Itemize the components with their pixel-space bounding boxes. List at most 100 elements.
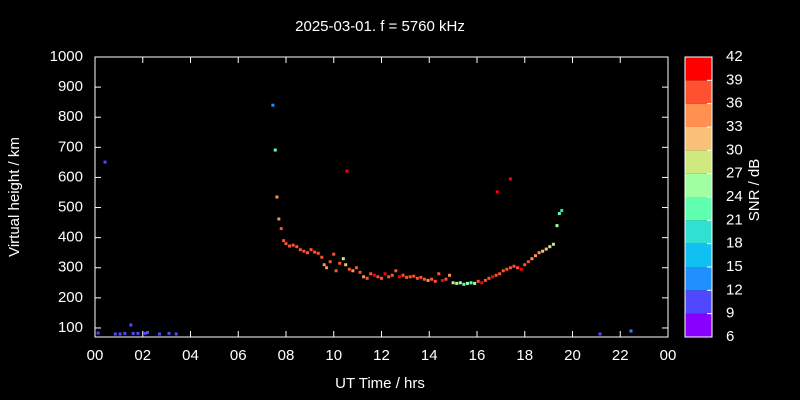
data-point bbox=[394, 269, 398, 273]
x-tick-label: 10 bbox=[325, 347, 342, 364]
data-point bbox=[401, 273, 405, 277]
data-point bbox=[344, 263, 348, 267]
data-point bbox=[501, 269, 505, 273]
y-tick-label: 500 bbox=[58, 199, 83, 216]
data-point bbox=[313, 250, 317, 254]
colorbar-tick-label: 36 bbox=[726, 95, 743, 112]
colorbar-tick-label: 39 bbox=[726, 71, 743, 88]
data-point bbox=[372, 273, 376, 277]
data-point bbox=[146, 330, 150, 334]
data-point bbox=[495, 190, 499, 194]
colorbar-tick-label: 15 bbox=[726, 258, 743, 275]
data-point bbox=[480, 281, 484, 285]
data-point bbox=[277, 217, 281, 221]
data-point bbox=[298, 248, 302, 252]
data-point bbox=[473, 281, 477, 285]
data-point bbox=[516, 266, 520, 270]
data-point bbox=[455, 281, 459, 285]
data-point bbox=[469, 281, 473, 285]
colorbar-tick-label: 12 bbox=[726, 281, 743, 298]
data-point bbox=[533, 254, 537, 258]
data-point bbox=[309, 248, 313, 252]
data-point bbox=[284, 242, 288, 246]
data-point bbox=[136, 331, 140, 335]
data-point bbox=[358, 270, 362, 274]
data-point bbox=[325, 266, 329, 270]
y-tick-label: 900 bbox=[58, 78, 83, 95]
data-point bbox=[548, 245, 552, 249]
colorbar-band bbox=[685, 103, 712, 127]
x-tick-label: 12 bbox=[373, 347, 390, 364]
data-point bbox=[113, 332, 117, 336]
data-point bbox=[351, 269, 355, 273]
data-point bbox=[629, 329, 633, 333]
y-tick-label: 600 bbox=[58, 168, 83, 185]
data-point bbox=[383, 272, 387, 276]
data-point bbox=[376, 275, 380, 279]
data-point bbox=[419, 275, 423, 279]
colorbar-tick-label: 18 bbox=[726, 235, 743, 252]
data-point bbox=[498, 272, 502, 276]
colorbar-band bbox=[685, 290, 712, 314]
data-point bbox=[560, 209, 564, 213]
data-point bbox=[437, 272, 441, 276]
data-point bbox=[332, 252, 336, 256]
data-point bbox=[129, 323, 133, 327]
data-point bbox=[537, 251, 541, 255]
data-point bbox=[519, 267, 523, 271]
data-point bbox=[408, 275, 412, 279]
data-point bbox=[316, 251, 320, 255]
data-point bbox=[523, 263, 527, 267]
data-point bbox=[347, 267, 351, 271]
colorbar-band bbox=[685, 197, 712, 221]
colorbar-tick-label: 24 bbox=[726, 188, 743, 205]
data-point bbox=[167, 331, 171, 335]
data-point bbox=[448, 273, 452, 277]
data-point bbox=[476, 279, 480, 283]
y-tick-label: 1000 bbox=[50, 48, 83, 65]
data-point bbox=[271, 103, 275, 107]
data-point bbox=[505, 267, 509, 271]
data-point bbox=[397, 275, 401, 279]
colorbar-band bbox=[685, 80, 712, 104]
y-tick-label: 300 bbox=[58, 259, 83, 276]
data-point bbox=[555, 224, 559, 228]
data-point bbox=[487, 276, 491, 280]
data-point bbox=[275, 195, 279, 199]
x-tick-label: 14 bbox=[421, 347, 438, 364]
data-point bbox=[305, 251, 309, 255]
x-axis-label: UT Time / hrs bbox=[335, 375, 425, 392]
y-tick-label: 400 bbox=[58, 229, 83, 246]
colorbar-tick-label: 21 bbox=[726, 211, 743, 228]
colorbar-band bbox=[685, 150, 712, 174]
y-tick-label: 800 bbox=[58, 108, 83, 125]
data-point bbox=[430, 277, 434, 281]
data-point bbox=[512, 264, 516, 268]
x-tick-label: 08 bbox=[278, 347, 295, 364]
data-point bbox=[322, 263, 326, 267]
data-point bbox=[103, 160, 107, 164]
colorbar-band bbox=[685, 173, 712, 197]
chart-title: 2025-03-01. f = 5760 kHz bbox=[295, 18, 465, 35]
data-point bbox=[288, 244, 292, 248]
data-point bbox=[354, 266, 358, 270]
y-tick-label: 100 bbox=[58, 319, 83, 336]
x-tick-label: 00 bbox=[660, 347, 677, 364]
data-point bbox=[544, 247, 548, 251]
data-point bbox=[440, 278, 444, 282]
data-point bbox=[462, 282, 466, 286]
plot-frame bbox=[94, 56, 669, 338]
data-point bbox=[282, 239, 286, 243]
data-point bbox=[465, 281, 469, 285]
data-point bbox=[328, 260, 332, 264]
data-point bbox=[422, 277, 426, 281]
data-point bbox=[598, 332, 602, 336]
colorbar-band bbox=[685, 313, 712, 337]
data-point bbox=[279, 227, 283, 231]
data-point bbox=[508, 266, 512, 270]
data-point bbox=[451, 281, 455, 285]
colorbar-band bbox=[685, 220, 712, 244]
x-tick-label: 06 bbox=[230, 347, 247, 364]
